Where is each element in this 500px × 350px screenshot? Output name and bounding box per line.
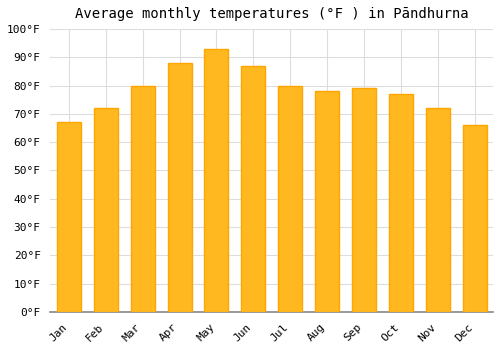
Bar xyxy=(462,125,486,312)
Bar xyxy=(426,108,450,312)
Bar xyxy=(242,66,266,312)
Bar xyxy=(352,89,376,312)
Title: Average monthly temperatures (°F ) in Pāndhurna: Average monthly temperatures (°F ) in Pā… xyxy=(75,7,468,21)
Bar xyxy=(389,94,413,312)
Bar xyxy=(315,91,339,312)
Bar xyxy=(57,122,81,312)
Bar xyxy=(168,63,192,312)
Bar xyxy=(204,49,229,312)
Bar xyxy=(130,86,154,312)
Bar xyxy=(94,108,118,312)
Bar xyxy=(278,86,302,312)
